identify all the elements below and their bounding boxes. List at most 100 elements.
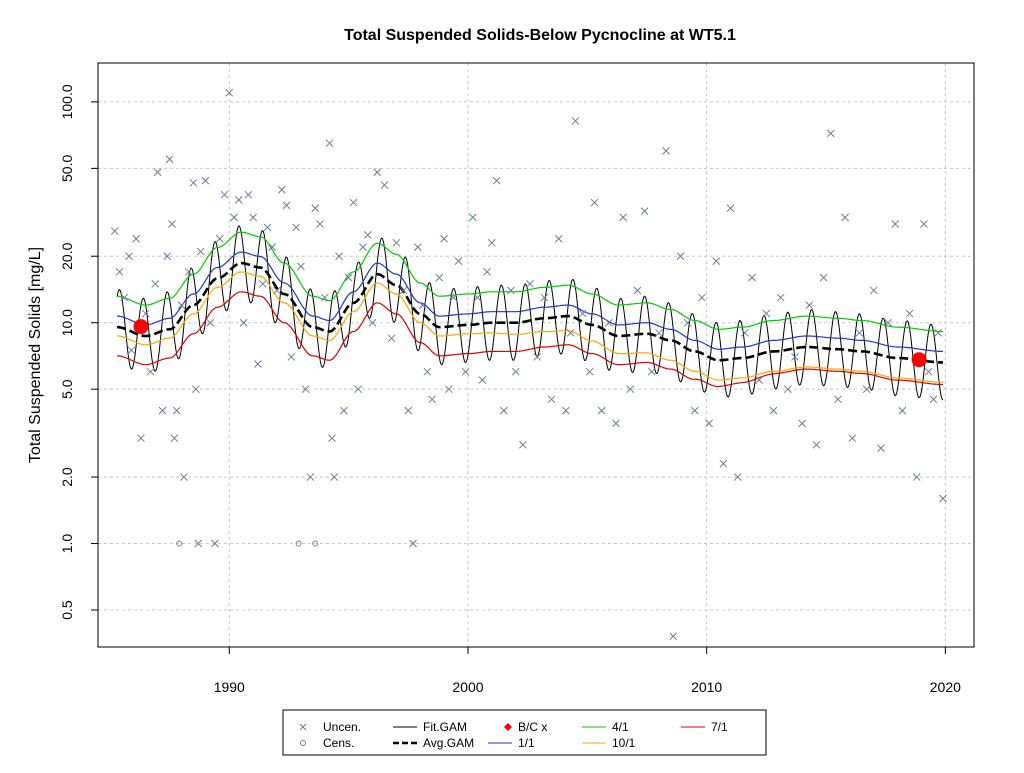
- uncensored-point: [805, 301, 814, 310]
- uncensored-point: [196, 247, 205, 256]
- uncensored-point: [748, 273, 756, 282]
- uncensored-point: [566, 328, 575, 337]
- uncensored-point: [254, 360, 262, 368]
- uncensored-point: [234, 196, 243, 204]
- legend-label: B/C x: [518, 720, 547, 734]
- legend-symbol-bc: [504, 723, 512, 731]
- uncensored-point: [640, 207, 649, 216]
- uncensored-point: [368, 318, 377, 327]
- uncensored-point: [561, 406, 570, 415]
- uncensored-point: [733, 473, 742, 481]
- uncensored-point: [798, 419, 806, 428]
- uncensored-point: [339, 406, 348, 415]
- uncensored-point: [468, 213, 477, 222]
- uncensored-point: [655, 328, 663, 337]
- uncensored-point: [877, 444, 885, 453]
- uncensored-point: [335, 252, 343, 261]
- uncensored-point: [762, 309, 771, 318]
- x-tick-label: 2020: [930, 679, 961, 695]
- uncensored-point: [428, 395, 437, 404]
- uncensored-point: [418, 301, 427, 310]
- uncensored-point: [454, 257, 463, 266]
- uncensored-point: [110, 227, 119, 235]
- legend-label: Avg.GAM: [423, 736, 474, 750]
- uncensored-point: [215, 234, 224, 243]
- uncensored-point: [320, 293, 329, 302]
- uncensored-point: [225, 88, 234, 97]
- uncensored-point: [449, 293, 458, 302]
- uncensored-point: [277, 185, 286, 194]
- uncensored-point: [141, 309, 150, 318]
- uncensored-point: [511, 367, 520, 376]
- uncensored-point: [220, 190, 229, 199]
- axes: 1990 2000 2010 2020 0.5 1.0 2.0 5.0 10.0 20.0 50.0…: [59, 84, 961, 695]
- uncensored-point: [273, 286, 281, 295]
- legend-label: Cens.: [323, 736, 354, 750]
- x-tick-label: 2000: [452, 679, 483, 695]
- legend: Uncen. Cens. Fit.GAM Avg.GAM B/C x 1/1 4/1 7/1 1…: [282, 709, 767, 756]
- uncensored-point: [137, 434, 145, 443]
- uncensored-point: [855, 328, 864, 337]
- uncensored-point: [292, 223, 300, 232]
- uncensored-point: [826, 129, 835, 138]
- x-tick-label: 2010: [691, 679, 722, 695]
- uncensored-point: [445, 385, 453, 394]
- uncensored-point: [168, 220, 176, 228]
- uncensored-point: [604, 318, 613, 327]
- uncensored-point: [712, 257, 721, 266]
- legend-label: 1/1: [518, 736, 535, 750]
- uncensored-point: [194, 539, 203, 548]
- uncensored-point: [690, 406, 699, 415]
- uncensored-point: [287, 353, 296, 361]
- uncensored-point: [920, 220, 928, 228]
- uncensored-point: [325, 139, 334, 148]
- bc-point: [133, 319, 149, 335]
- uncensored-point: [683, 318, 692, 327]
- uncensored-point: [499, 406, 508, 415]
- x-tick-label: 1990: [214, 679, 245, 695]
- legend-label: 10/1: [612, 736, 636, 750]
- uncensored-point: [306, 473, 315, 481]
- uncensored-point: [662, 147, 670, 155]
- uncensored-point: [172, 406, 181, 415]
- uncensored-point: [934, 328, 943, 337]
- uncensored-point: [726, 204, 735, 213]
- uncensored-point: [461, 367, 470, 376]
- uncensored-point: [741, 328, 749, 337]
- uncensored-point: [301, 385, 310, 394]
- legend-box: [282, 709, 767, 756]
- uncensored-point: [349, 198, 358, 207]
- plot-frame: [97, 62, 975, 648]
- uncensored-point: [519, 440, 527, 449]
- uncensored-point: [884, 318, 892, 327]
- uncensored-point: [399, 286, 408, 295]
- uncensored-point: [891, 220, 900, 228]
- uncensored-point: [626, 385, 635, 394]
- uncensored-point: [282, 201, 291, 210]
- uncensored-point: [380, 181, 389, 189]
- legend-label: 4/1: [612, 720, 629, 734]
- legend-label: Fit.GAM: [423, 720, 467, 734]
- uncensored-point: [578, 309, 587, 318]
- uncensored-point: [841, 213, 849, 222]
- y-axis-label: Total Suspended Solids [mg/L]: [27, 247, 44, 463]
- uncensored-point: [492, 176, 501, 185]
- uncensored-point: [526, 279, 534, 288]
- uncensored-point: [483, 267, 491, 276]
- uncensored-point: [612, 419, 620, 428]
- uncensored-point: [533, 353, 542, 361]
- uncensored-point: [211, 539, 219, 548]
- uncensored-point: [478, 376, 487, 384]
- uncensored-point: [189, 178, 198, 187]
- legend-symbol-cens: [300, 740, 306, 746]
- model-curves: [116, 225, 944, 401]
- uncensored-point: [487, 238, 496, 247]
- uncensored-point: [554, 234, 563, 243]
- uncensored-point: [115, 267, 124, 276]
- uncensored-point: [230, 213, 238, 222]
- uncensored-point: [165, 155, 174, 164]
- uncensored-point: [698, 293, 706, 302]
